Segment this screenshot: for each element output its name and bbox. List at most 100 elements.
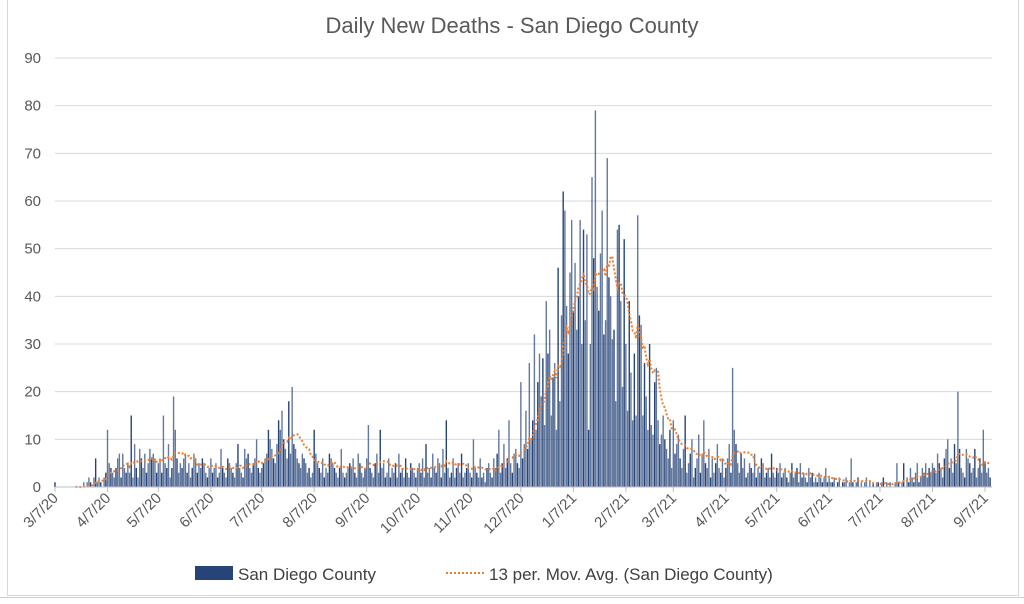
bar	[684, 415, 686, 487]
bar	[914, 472, 917, 487]
bar	[713, 472, 715, 487]
bar	[139, 448, 141, 487]
bar	[769, 477, 771, 487]
bar	[652, 434, 654, 487]
bar	[894, 482, 896, 487]
bar	[440, 477, 442, 487]
bar	[647, 429, 649, 487]
bar	[804, 477, 807, 487]
bar	[637, 215, 639, 488]
bar	[565, 305, 568, 487]
x-tick-label: 5/7/21	[742, 490, 784, 532]
bar	[442, 448, 444, 487]
bar	[762, 463, 764, 487]
x-tick-label: 1/7/21	[539, 490, 581, 532]
bar	[533, 334, 536, 487]
bar	[631, 420, 634, 487]
bar	[550, 415, 553, 487]
bar	[289, 453, 292, 487]
bar	[681, 467, 683, 487]
bar	[626, 410, 629, 487]
bar	[794, 472, 796, 487]
bar	[196, 472, 198, 487]
bar	[731, 367, 734, 487]
bar	[389, 477, 392, 487]
bar	[543, 425, 546, 487]
bar	[511, 472, 514, 487]
bar	[199, 467, 202, 487]
bar	[698, 434, 700, 487]
bar	[377, 472, 380, 487]
bar	[181, 467, 183, 487]
bar	[144, 453, 146, 487]
bar	[775, 467, 778, 487]
bar	[279, 429, 282, 487]
bar	[720, 472, 722, 487]
bar	[611, 339, 614, 487]
bar	[721, 458, 724, 487]
x-tick-label: 6/7/20	[176, 490, 218, 532]
bar	[128, 472, 131, 487]
chart-frame	[7, 0, 1019, 596]
bar	[686, 472, 688, 487]
bar	[376, 453, 378, 487]
bar	[435, 472, 437, 487]
bar	[428, 467, 431, 487]
bar	[315, 453, 317, 487]
bar	[679, 458, 681, 487]
bar	[733, 429, 735, 487]
bar	[701, 453, 703, 487]
bar	[982, 429, 985, 487]
bar	[259, 472, 261, 487]
bar	[501, 463, 503, 487]
bar	[923, 472, 925, 487]
bar	[664, 439, 666, 487]
bar	[94, 458, 97, 487]
bar	[745, 477, 747, 487]
bar	[340, 448, 342, 487]
bar	[633, 353, 636, 487]
bar	[218, 472, 221, 487]
x-tick-label: 8/7/20	[279, 490, 321, 532]
bar	[342, 472, 344, 487]
bar	[194, 458, 197, 487]
bar	[513, 453, 515, 487]
bar	[282, 439, 285, 487]
bar	[232, 472, 234, 487]
bar	[459, 472, 461, 487]
bar	[759, 472, 761, 487]
bar	[486, 467, 488, 487]
bar	[989, 477, 991, 487]
bar	[482, 472, 485, 487]
bar	[789, 472, 791, 487]
bar	[675, 444, 678, 487]
bar	[921, 467, 924, 487]
bar	[430, 477, 432, 487]
bar	[487, 463, 490, 487]
bar	[257, 467, 259, 487]
bar	[233, 477, 236, 487]
bar	[469, 472, 471, 487]
bar	[928, 467, 930, 487]
bar	[216, 477, 219, 487]
bar	[955, 463, 957, 487]
bar	[203, 463, 205, 487]
bar	[554, 363, 556, 487]
bar	[484, 482, 486, 487]
bar	[474, 467, 476, 487]
bar	[296, 458, 298, 487]
bar	[703, 420, 705, 487]
bar	[872, 482, 874, 487]
bar	[171, 467, 173, 487]
bar	[379, 429, 381, 487]
bar	[730, 472, 732, 487]
bar	[491, 477, 493, 487]
spreadsheet-cells	[0, 597, 1024, 604]
bar	[367, 425, 370, 487]
bar	[864, 482, 866, 487]
bar	[791, 463, 793, 487]
bar	[167, 444, 170, 487]
bar	[410, 463, 412, 487]
bar	[272, 458, 275, 487]
bar	[650, 425, 652, 487]
